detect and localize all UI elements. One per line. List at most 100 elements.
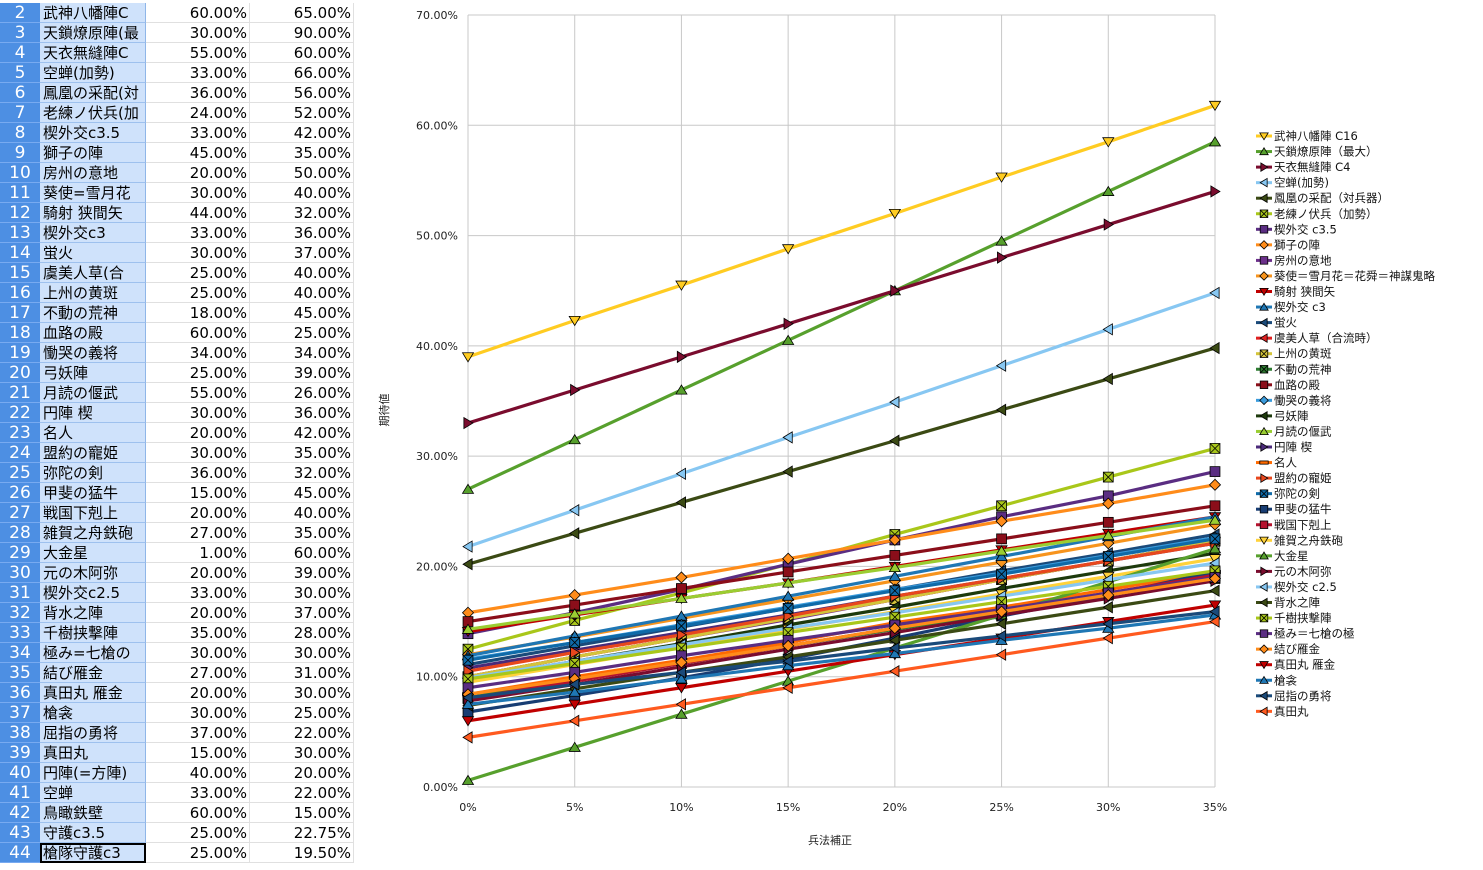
value-cell[interactable]: 15.00%: [250, 803, 354, 823]
skill-name-cell[interactable]: 房州の意地: [40, 163, 146, 183]
rate-cell[interactable]: 33.00%: [146, 583, 250, 603]
skill-name-cell[interactable]: 蛍火: [40, 243, 146, 263]
table-row[interactable]: 4 天衣無縫陣C 55.00% 60.00%: [0, 43, 356, 63]
value-cell[interactable]: 30.00%: [250, 743, 354, 763]
value-cell[interactable]: 50.00%: [250, 163, 354, 183]
table-row[interactable]: 43 守護c3.5 25.00% 22.75%: [0, 823, 356, 843]
skill-name-cell[interactable]: 楔外交c3.5: [40, 123, 146, 143]
row-header[interactable]: 16: [0, 283, 40, 303]
value-cell[interactable]: 22.00%: [250, 783, 354, 803]
row-header[interactable]: 14: [0, 243, 40, 263]
value-cell[interactable]: 36.00%: [250, 223, 354, 243]
skill-name-cell[interactable]: 上州の黄斑: [40, 283, 146, 303]
table-row[interactable]: 14 蛍火 30.00% 37.00%: [0, 243, 356, 263]
row-header[interactable]: 36: [0, 683, 40, 703]
table-row[interactable]: 9 獅子の陣 45.00% 35.00%: [0, 143, 356, 163]
value-cell[interactable]: 42.00%: [250, 423, 354, 443]
rate-cell[interactable]: 20.00%: [146, 503, 250, 523]
rate-cell[interactable]: 30.00%: [146, 23, 250, 43]
row-header[interactable]: 19: [0, 343, 40, 363]
row-header[interactable]: 20: [0, 363, 40, 383]
rate-cell[interactable]: 30.00%: [146, 643, 250, 663]
skill-name-cell[interactable]: 騎射 狭間矢: [40, 203, 146, 223]
row-header[interactable]: 28: [0, 523, 40, 543]
rate-cell[interactable]: 25.00%: [146, 363, 250, 383]
table-row[interactable]: 25 弥陀の剣 36.00% 32.00%: [0, 463, 356, 483]
table-row[interactable]: 42 鳥瞰鉄壁 60.00% 15.00%: [0, 803, 356, 823]
skill-name-cell[interactable]: 楔外交c3: [40, 223, 146, 243]
skill-name-cell[interactable]: 円陣(=方陣): [40, 763, 146, 783]
rate-cell[interactable]: 27.00%: [146, 663, 250, 683]
skill-name-cell[interactable]: 真田丸 雁金: [40, 683, 146, 703]
rate-cell[interactable]: 33.00%: [146, 123, 250, 143]
value-cell[interactable]: 40.00%: [250, 183, 354, 203]
value-cell[interactable]: 32.00%: [250, 463, 354, 483]
rate-cell[interactable]: 20.00%: [146, 563, 250, 583]
rate-cell[interactable]: 27.00%: [146, 523, 250, 543]
value-cell[interactable]: 90.00%: [250, 23, 354, 43]
table-row[interactable]: 3 天鎖燎原陣(最 30.00% 90.00%: [0, 23, 356, 43]
row-header[interactable]: 17: [0, 303, 40, 323]
rate-cell[interactable]: 33.00%: [146, 63, 250, 83]
value-cell[interactable]: 35.00%: [250, 443, 354, 463]
value-cell[interactable]: 65.00%: [250, 3, 354, 23]
table-row[interactable]: 37 槍衾 30.00% 25.00%: [0, 703, 356, 723]
table-row[interactable]: 17 不動の荒神 18.00% 45.00%: [0, 303, 356, 323]
rate-cell[interactable]: 36.00%: [146, 83, 250, 103]
skill-name-cell[interactable]: 鳳凰の采配(対: [40, 83, 146, 103]
table-row[interactable]: 29 大金星 1.00% 60.00%: [0, 543, 356, 563]
table-row[interactable]: 12 騎射 狭間矢 44.00% 32.00%: [0, 203, 356, 223]
rate-cell[interactable]: 45.00%: [146, 143, 250, 163]
row-header[interactable]: 39: [0, 743, 40, 763]
value-cell[interactable]: 30.00%: [250, 643, 354, 663]
table-row[interactable]: 19 慟哭の義将 34.00% 34.00%: [0, 343, 356, 363]
row-header[interactable]: 30: [0, 563, 40, 583]
row-header[interactable]: 13: [0, 223, 40, 243]
row-header[interactable]: 22: [0, 403, 40, 423]
skill-name-cell[interactable]: 不動の荒神: [40, 303, 146, 323]
value-cell[interactable]: 37.00%: [250, 603, 354, 623]
skill-name-cell[interactable]: 槍隊守護c3: [40, 843, 146, 863]
value-cell[interactable]: 28.00%: [250, 623, 354, 643]
value-cell[interactable]: 66.00%: [250, 63, 354, 83]
table-row[interactable]: 16 上州の黄斑 25.00% 40.00%: [0, 283, 356, 303]
skill-name-cell[interactable]: 武神八幡陣C: [40, 3, 146, 23]
rate-cell[interactable]: 15.00%: [146, 743, 250, 763]
table-row[interactable]: 40 円陣(=方陣) 40.00% 20.00%: [0, 763, 356, 783]
row-header[interactable]: 40: [0, 763, 40, 783]
row-header[interactable]: 4: [0, 43, 40, 63]
row-header[interactable]: 37: [0, 703, 40, 723]
row-header[interactable]: 44: [0, 843, 40, 863]
value-cell[interactable]: 60.00%: [250, 43, 354, 63]
table-row[interactable]: 22 円陣 楔 30.00% 36.00%: [0, 403, 356, 423]
table-row[interactable]: 7 老練ノ伏兵(加 24.00% 52.00%: [0, 103, 356, 123]
skill-name-cell[interactable]: 円陣 楔: [40, 403, 146, 423]
table-row[interactable]: 38 屈指の勇将 37.00% 22.00%: [0, 723, 356, 743]
row-header[interactable]: 32: [0, 603, 40, 623]
value-cell[interactable]: 40.00%: [250, 283, 354, 303]
value-cell[interactable]: 34.00%: [250, 343, 354, 363]
skill-name-cell[interactable]: 名人: [40, 423, 146, 443]
rate-cell[interactable]: 15.00%: [146, 483, 250, 503]
row-header[interactable]: 29: [0, 543, 40, 563]
rate-cell[interactable]: 30.00%: [146, 443, 250, 463]
row-header[interactable]: 8: [0, 123, 40, 143]
value-cell[interactable]: 45.00%: [250, 303, 354, 323]
rate-cell[interactable]: 30.00%: [146, 183, 250, 203]
value-cell[interactable]: 26.00%: [250, 383, 354, 403]
table-row[interactable]: 26 甲斐の猛牛 15.00% 45.00%: [0, 483, 356, 503]
skill-name-cell[interactable]: 背水之陣: [40, 603, 146, 623]
rate-cell[interactable]: 60.00%: [146, 803, 250, 823]
skill-name-cell[interactable]: 老練ノ伏兵(加: [40, 103, 146, 123]
value-cell[interactable]: 56.00%: [250, 83, 354, 103]
table-row[interactable]: 27 戦国下剋上 20.00% 40.00%: [0, 503, 356, 523]
rate-cell[interactable]: 25.00%: [146, 263, 250, 283]
skill-name-cell[interactable]: 弥陀の剣: [40, 463, 146, 483]
row-header[interactable]: 24: [0, 443, 40, 463]
row-header[interactable]: 33: [0, 623, 40, 643]
table-row[interactable]: 36 真田丸 雁金 20.00% 30.00%: [0, 683, 356, 703]
rate-cell[interactable]: 55.00%: [146, 383, 250, 403]
skill-name-cell[interactable]: 槍衾: [40, 703, 146, 723]
value-cell[interactable]: 22.00%: [250, 723, 354, 743]
value-cell[interactable]: 32.00%: [250, 203, 354, 223]
